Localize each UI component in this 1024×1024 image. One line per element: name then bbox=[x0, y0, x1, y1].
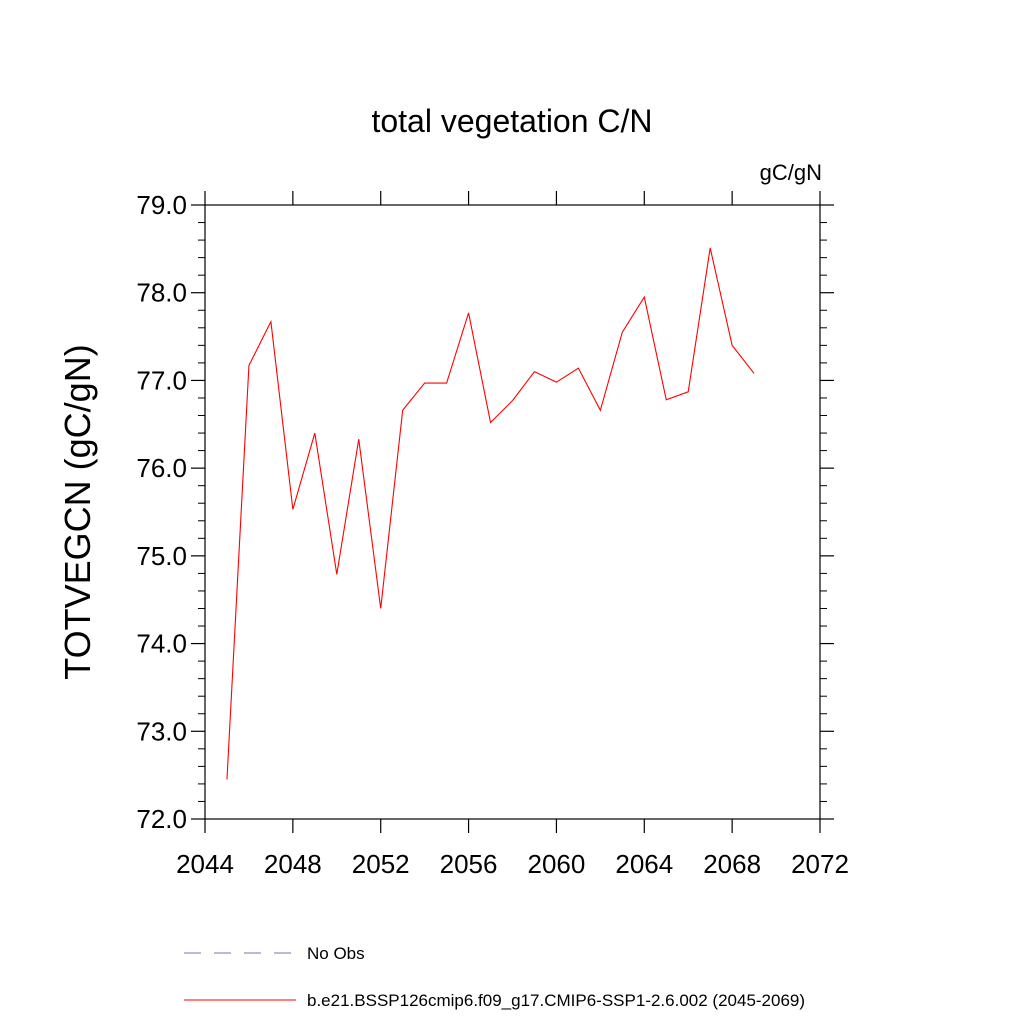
x-tick-label: 2044 bbox=[176, 849, 234, 879]
minor-ticks bbox=[198, 222, 827, 802]
tick-labels: 2044 2048 2052 2056 2060 2064 2068 2072 72.0 73.0… bbox=[136, 190, 849, 879]
y-tick-label: 74.0 bbox=[136, 629, 187, 659]
legend-label-0: No Obs bbox=[307, 944, 365, 963]
x-tick-label: 2052 bbox=[352, 849, 410, 879]
units-label: gC/gN bbox=[760, 160, 822, 185]
plot-frame bbox=[204, 204, 821, 820]
y-axis-label: TOTVEGCN (gC/gN) bbox=[57, 344, 98, 679]
series-line-0 bbox=[226, 247, 755, 780]
y-tick-label: 75.0 bbox=[136, 541, 187, 571]
legend: No Obs b.e21.BSSP126cmip6.f09_g17.CMIP6-S… bbox=[184, 944, 805, 1010]
y-tick-label: 72.0 bbox=[136, 804, 187, 834]
legend-label-1: b.e21.BSSP126cmip6.f09_g17.CMIP6-SSP1-2.… bbox=[307, 991, 805, 1010]
x-tick-label: 2064 bbox=[615, 849, 673, 879]
chart-title: total vegetation C/N bbox=[371, 103, 652, 139]
x-tick-label: 2048 bbox=[264, 849, 322, 879]
major-ticks bbox=[191, 191, 834, 833]
y-tick-label: 78.0 bbox=[136, 278, 187, 308]
x-tick-label: 2056 bbox=[440, 849, 498, 879]
x-tick-label: 2068 bbox=[703, 849, 761, 879]
series-layer bbox=[226, 247, 755, 780]
y-tick-label: 79.0 bbox=[136, 190, 187, 220]
x-tick-label: 2072 bbox=[791, 849, 849, 879]
y-tick-label: 76.0 bbox=[136, 453, 187, 483]
y-tick-label: 77.0 bbox=[136, 365, 187, 395]
x-tick-label: 2060 bbox=[528, 849, 586, 879]
y-tick-label: 73.0 bbox=[136, 716, 187, 746]
